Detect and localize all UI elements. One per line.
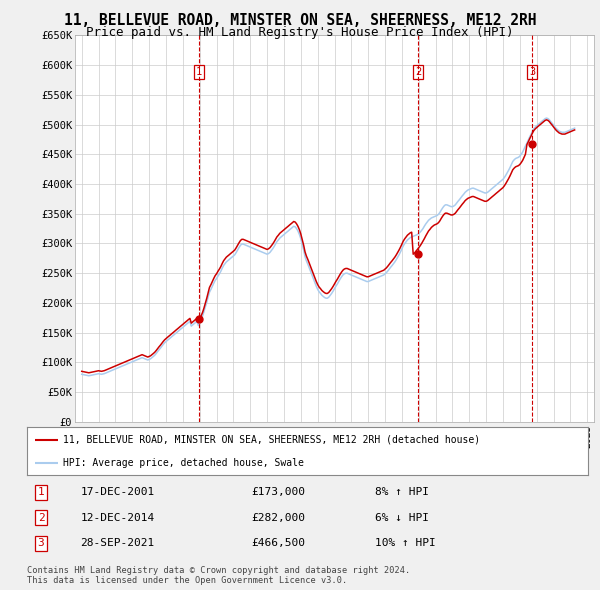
Text: 12-DEC-2014: 12-DEC-2014 [80,513,155,523]
Text: £282,000: £282,000 [251,513,305,523]
Text: HPI: Average price, detached house, Swale: HPI: Average price, detached house, Swal… [64,458,304,468]
Text: 3: 3 [529,67,536,77]
Text: 11, BELLEVUE ROAD, MINSTER ON SEA, SHEERNESS, ME12 2RH (detached house): 11, BELLEVUE ROAD, MINSTER ON SEA, SHEER… [64,435,481,445]
Text: 3: 3 [38,538,44,548]
Text: 2: 2 [38,513,44,523]
Text: 6% ↓ HPI: 6% ↓ HPI [375,513,429,523]
Text: 17-DEC-2001: 17-DEC-2001 [80,487,155,497]
Text: 1: 1 [38,487,44,497]
Text: £173,000: £173,000 [251,487,305,497]
Text: 11, BELLEVUE ROAD, MINSTER ON SEA, SHEERNESS, ME12 2RH: 11, BELLEVUE ROAD, MINSTER ON SEA, SHEER… [64,13,536,28]
Text: Contains HM Land Registry data © Crown copyright and database right 2024.
This d: Contains HM Land Registry data © Crown c… [27,566,410,585]
Text: 10% ↑ HPI: 10% ↑ HPI [375,538,436,548]
Text: 8% ↑ HPI: 8% ↑ HPI [375,487,429,497]
Text: 28-SEP-2021: 28-SEP-2021 [80,538,155,548]
Text: £466,500: £466,500 [251,538,305,548]
Text: 2: 2 [415,67,421,77]
Text: 1: 1 [196,67,202,77]
Text: Price paid vs. HM Land Registry's House Price Index (HPI): Price paid vs. HM Land Registry's House … [86,26,514,39]
